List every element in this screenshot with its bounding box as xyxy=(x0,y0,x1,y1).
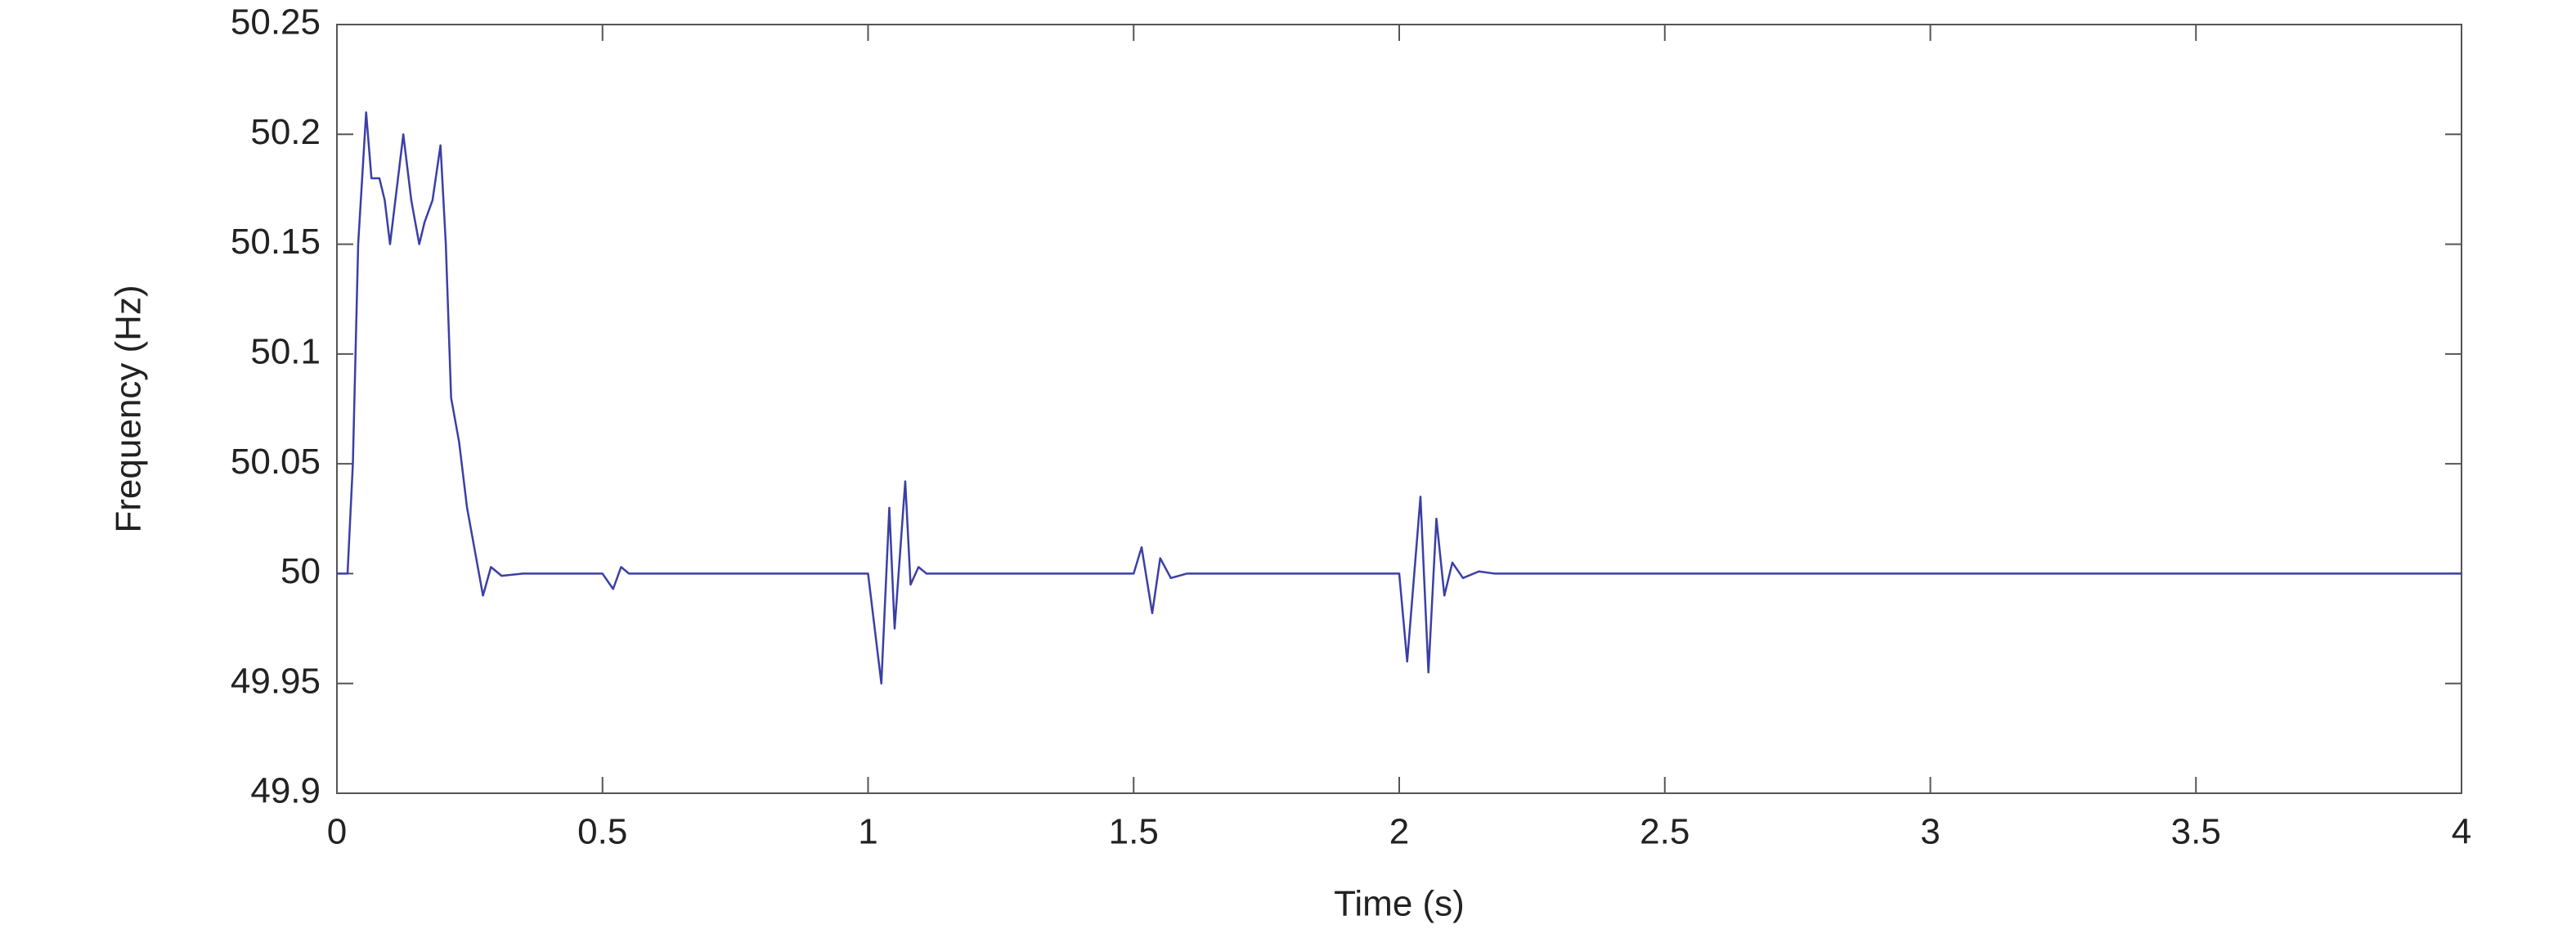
y-tick-label: 49.9 xyxy=(250,771,321,811)
frequency-line xyxy=(337,111,2462,684)
x-tick-label: 4 xyxy=(2452,812,2471,852)
x-tick-label: 3.5 xyxy=(2171,812,2221,852)
y-tick-label: 50.15 xyxy=(231,222,321,262)
plot-frame xyxy=(336,24,2462,794)
y-tick-label: 49.95 xyxy=(231,661,321,701)
y-tick-label: 50.2 xyxy=(250,112,321,152)
y-axis-label: Frequency (Hz) xyxy=(109,285,149,532)
x-axis-label: Time (s) xyxy=(1334,884,1465,924)
x-tick-label: 0 xyxy=(327,812,347,852)
y-tick-label: 50 xyxy=(280,551,321,591)
x-tick-label: 0.5 xyxy=(577,812,627,852)
y-tick-label: 50.05 xyxy=(231,442,321,482)
x-tick-label: 1 xyxy=(858,812,877,852)
x-tick-label: 2.5 xyxy=(1640,812,1690,852)
x-tick-label: 1.5 xyxy=(1109,812,1159,852)
y-tick-label: 50.25 xyxy=(231,2,321,43)
x-tick-label: 3 xyxy=(1920,812,1940,852)
x-tick-label: 2 xyxy=(1389,812,1409,852)
y-tick-label: 50.1 xyxy=(250,331,321,371)
